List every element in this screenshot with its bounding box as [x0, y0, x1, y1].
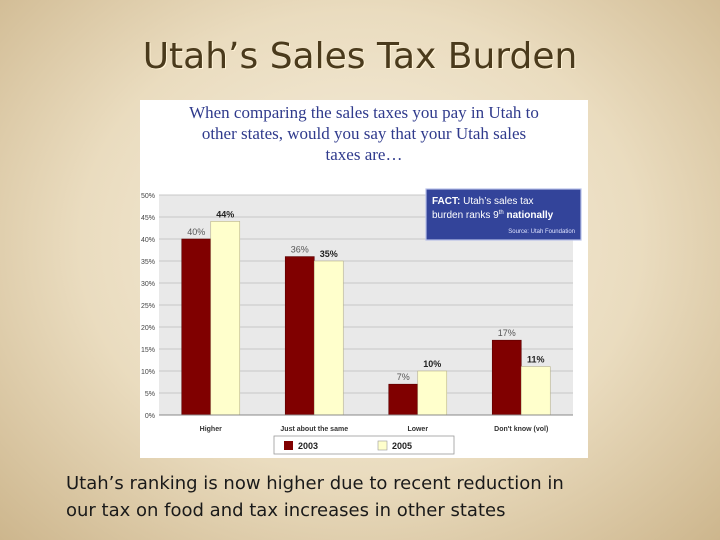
bar: [520, 366, 551, 416]
data-label: 7%: [397, 372, 410, 382]
data-label: 35%: [320, 249, 338, 259]
bar: [210, 221, 241, 416]
legend-swatch-2005: [377, 440, 388, 451]
fact-box-line: burden ranks 9th nationally: [432, 210, 554, 221]
bar: [491, 339, 522, 416]
fact-box-source: Source: Utah Foundation: [508, 229, 575, 235]
bar-chart: 0% 5% 10% 15% 20% 25% 30% 35% 40% 45% 50% 40% 44% Hig…: [141, 188, 582, 455]
y-tick-label: 20%: [141, 325, 155, 332]
y-tick-label: 30%: [141, 281, 155, 288]
data-label: 40%: [187, 227, 205, 237]
bar: [313, 260, 344, 416]
chart-question-line: When comparing the sales taxes you pay i…: [189, 103, 539, 122]
legend-label: 2003: [298, 441, 318, 451]
chart-panel: When comparing the sales taxes you pay i…: [140, 100, 588, 458]
legend-swatch-2003: [284, 441, 293, 450]
legend-box: [273, 435, 455, 455]
y-tick-label: 0%: [145, 413, 155, 420]
data-label: 10%: [423, 359, 441, 369]
chart-question-line: taxes are…: [325, 145, 403, 164]
x-tick-label: Lower: [407, 426, 428, 433]
bar: [181, 238, 212, 416]
bar: [417, 370, 448, 416]
y-tick-label: 45%: [141, 215, 155, 222]
y-tick-label: 10%: [141, 369, 155, 376]
slide-caption: Utah’s ranking is now higher due to rece…: [66, 470, 666, 524]
chart-question: When comparing the sales taxes you pay i…: [140, 102, 588, 165]
caption-line: Utah’s ranking is now higher due to rece…: [66, 473, 564, 494]
x-tick-label: Don't know (vol): [494, 426, 548, 433]
y-tick-label: 15%: [141, 347, 155, 354]
fact-box: [425, 188, 582, 241]
y-tick-label: 25%: [141, 303, 155, 310]
slide-title: Utah’s Sales Tax Burden: [142, 36, 578, 77]
x-tick-label: Higher: [200, 426, 222, 433]
y-tick-label: 40%: [141, 237, 155, 244]
data-label: 36%: [291, 245, 309, 255]
data-label: 44%: [216, 209, 234, 219]
legend-label: 2005: [392, 441, 412, 451]
bar: [388, 383, 419, 416]
x-tick-label: Just about the same: [280, 426, 348, 433]
caption-line: our tax on food and tax increases in oth…: [66, 500, 506, 521]
fact-box-line: FACT: Utah’s sales tax: [432, 196, 534, 207]
data-label: 11%: [527, 355, 545, 365]
bar: [284, 256, 315, 416]
data-label: 17%: [498, 328, 516, 338]
y-tick-label: 5%: [145, 391, 155, 398]
chart-question-line: other states, would you say that your Ut…: [201, 124, 527, 143]
y-tick-label: 50%: [141, 193, 155, 200]
y-tick-label: 35%: [141, 259, 155, 266]
